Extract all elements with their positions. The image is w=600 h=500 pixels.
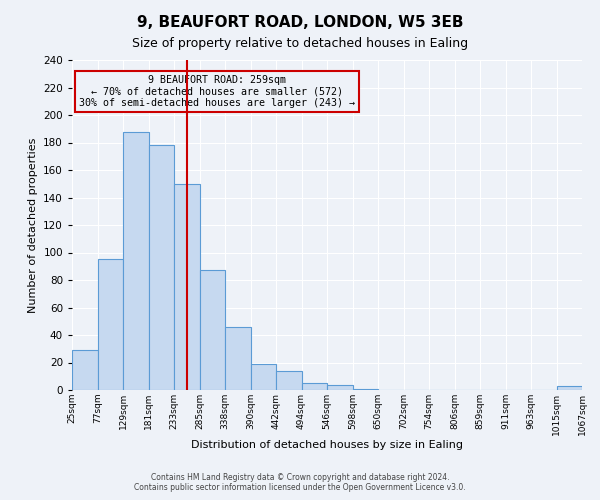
Text: 9 BEAUFORT ROAD: 259sqm
← 70% of detached houses are smaller (572)
30% of semi-d: 9 BEAUFORT ROAD: 259sqm ← 70% of detache… xyxy=(79,75,355,108)
Bar xyxy=(276,371,302,390)
Text: 9, BEAUFORT ROAD, LONDON, W5 3EB: 9, BEAUFORT ROAD, LONDON, W5 3EB xyxy=(137,15,463,30)
Bar xyxy=(557,386,582,390)
Bar xyxy=(302,383,327,390)
Text: Size of property relative to detached houses in Ealing: Size of property relative to detached ho… xyxy=(132,38,468,51)
Bar xyxy=(199,270,225,390)
Bar xyxy=(225,327,251,390)
Y-axis label: Number of detached properties: Number of detached properties xyxy=(28,138,38,312)
X-axis label: Distribution of detached houses by size in Ealing: Distribution of detached houses by size … xyxy=(191,440,463,450)
Bar xyxy=(97,260,123,390)
Text: Contains HM Land Registry data © Crown copyright and database right 2024.
Contai: Contains HM Land Registry data © Crown c… xyxy=(134,473,466,492)
Bar xyxy=(123,132,149,390)
Bar xyxy=(353,388,378,390)
Bar xyxy=(327,384,353,390)
Bar xyxy=(251,364,276,390)
Bar xyxy=(174,184,199,390)
Bar xyxy=(72,350,97,390)
Bar xyxy=(149,145,174,390)
